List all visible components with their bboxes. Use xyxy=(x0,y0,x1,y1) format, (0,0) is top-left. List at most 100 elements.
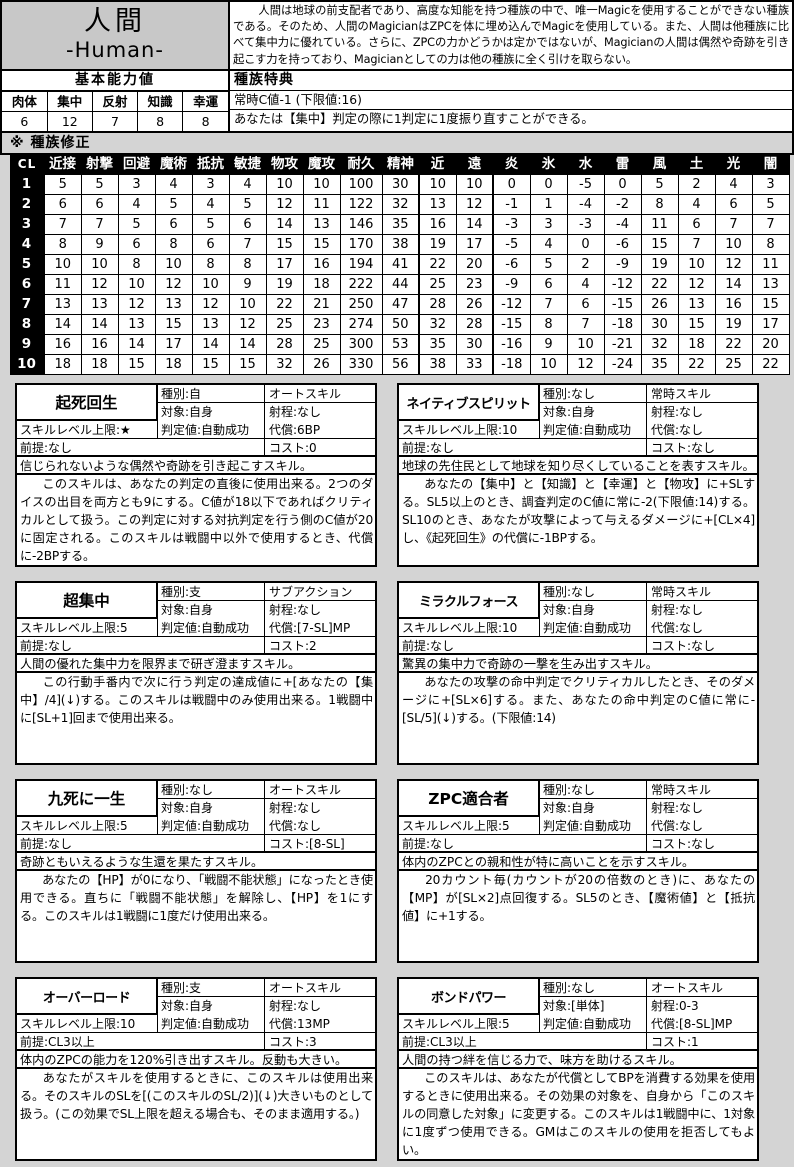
stats-value-cell: 222 xyxy=(339,274,383,296)
skill-header-row: 九死に一生 種別:なし オートスキル 対象:自身 射程:なし xyxy=(17,781,375,818)
stats-column-header: 回避 xyxy=(118,155,155,175)
skill-level-cap: スキルレベル上限:10 xyxy=(399,619,540,637)
stats-value-cell: 14 xyxy=(43,314,82,336)
stats-value-cell: 56 xyxy=(381,354,420,376)
skill-type-row: 種別:なし オートスキル xyxy=(158,781,375,800)
skill-level-row: スキルレベル上限:5 判定値:自動成功 代償:[7-SL]MP xyxy=(17,619,375,638)
stats-value-cell: 22 xyxy=(677,354,716,376)
stats-value-cell: 6 xyxy=(80,194,119,216)
stats-value-cell: 5 xyxy=(191,214,230,236)
stats-value-cell: 15 xyxy=(228,354,267,376)
stats-value-cell: -5 xyxy=(566,174,605,196)
skill-body-text: 20カウント毎(カウントが20の倍数のとき)に、あなたの【MP】が[SL×2]点… xyxy=(402,873,755,924)
stats-value-cell: 15 xyxy=(751,294,790,316)
stats-column-header: 氷 xyxy=(530,155,567,175)
skill-prerequisite: 前提:CL3以上 xyxy=(17,1033,265,1050)
race-name-japanese: 人間 xyxy=(84,6,146,37)
skill-level-cap: スキルレベル上限:★ xyxy=(17,421,158,439)
skill-name: 起死回生 xyxy=(17,385,158,422)
stats-value-cell: -3 xyxy=(566,214,605,236)
stats-value-cell: -18 xyxy=(492,354,531,376)
skill-target-row: 対象:自身 射程:なし xyxy=(158,403,375,422)
skill-prerequisite: 前提:なし xyxy=(399,439,647,456)
skill-card: ボンドパワー 種別:なし オートスキル 対象:[単体] 射程:0-3 スキルレベル上限:5… xyxy=(397,977,759,1162)
skill-target: 対象:自身 xyxy=(158,601,265,620)
skill-type: 種別:なし xyxy=(540,781,647,799)
skill-price: 代償:なし xyxy=(651,621,704,636)
skill-name: 超集中 xyxy=(17,583,158,620)
skill-range: 射程:なし xyxy=(651,801,704,816)
skill-target: 対象:[単体] xyxy=(540,997,647,1016)
stats-value-cell: 100 xyxy=(339,174,383,196)
skill-judge-value: 判定値:自動成功 xyxy=(540,421,647,439)
stats-cl-cell: 10 xyxy=(10,354,44,375)
stats-value-cell: 13 xyxy=(117,314,156,336)
skill-price: 代償:なし xyxy=(651,423,704,438)
stats-value-cell: 3 xyxy=(751,174,790,196)
skill-judge-value: 判定値:自動成功 xyxy=(158,1015,265,1033)
stats-value-cell: 30 xyxy=(640,314,679,336)
ability-name-cell: 集中 xyxy=(46,91,93,113)
skill-body: このスキルは、あなたの判定の直後に使用出来る。2つのダイスの出目を両方とも9にす… xyxy=(17,475,375,565)
skill-target-row: 対象:自身 射程:なし xyxy=(158,997,375,1016)
stats-value-cell: 10 xyxy=(43,254,82,276)
stats-column-header: 水 xyxy=(567,155,604,175)
stats-value-cell: 7 xyxy=(714,214,753,236)
stats-value-cell: 16 xyxy=(80,334,119,356)
skill-prereq-row: 前提:なし コスト:なし xyxy=(399,439,757,458)
stats-value-cell: 14 xyxy=(455,214,494,236)
stats-value-cell: 5 xyxy=(43,174,82,196)
stats-value-cell: 194 xyxy=(339,254,383,276)
ability-value-cell: 7 xyxy=(91,111,139,132)
stats-column-header: 光 xyxy=(715,155,752,175)
stats-value-cell: 17 xyxy=(455,234,494,256)
ability-name-cell: 反射 xyxy=(91,91,139,113)
stats-table-row: 1 5 5 3 4 3 4 10 10 100 30 10 10 0 0 -5 0 5 2 4 3 xyxy=(10,174,790,196)
skill-card: 超集中 種別:支 サブアクション 対象:自身 射程:なし スキルレベル上限:5 判定値:自動… xyxy=(15,581,377,766)
skill-flavor-text: 驚異の集中力で奇跡の一撃を生み出すスキル。 xyxy=(399,655,757,674)
skill-target: 対象:自身 xyxy=(158,799,265,818)
stats-table-head: CL 近接 射撃 回避 魔術 抵抗 敏捷 物攻 魔攻 耐久 精神近遠炎氷水雷風土光闇 xyxy=(10,155,789,175)
skill-type-row: 種別:支 サブアクション xyxy=(158,583,375,602)
stats-value-cell: 10 xyxy=(455,174,494,196)
stats-column-header: CL xyxy=(10,155,44,175)
stats-value-cell: 274 xyxy=(339,314,383,336)
skill-price: 代償:なし xyxy=(269,819,322,834)
skill-timing: 常時スキル xyxy=(651,387,712,402)
stats-value-cell: 15 xyxy=(640,234,679,256)
stats-value-cell: 35 xyxy=(381,214,420,236)
skill-type: 種別:なし xyxy=(540,979,647,997)
stats-value-cell: -6 xyxy=(603,234,642,256)
stats-value-cell: 8 xyxy=(191,254,230,276)
stats-value-cell: 122 xyxy=(339,194,383,216)
skill-body: あなたの攻撃の命中判定でクリティカルしたとき、そのダメージに+[SL×6]する。… xyxy=(399,673,757,763)
stats-value-cell: 0 xyxy=(566,234,605,256)
stats-value-cell: 10 xyxy=(265,174,304,196)
race-feature-line: あなたは【集中】判定の際に1判定に1度振り直すことができる。 xyxy=(234,112,594,127)
skill-target: 対象:自身 xyxy=(540,799,647,818)
skill-prereq-row: 前提:なし コスト:[8-SL] xyxy=(17,835,375,854)
stats-value-cell: 5 xyxy=(751,194,790,216)
stats-value-cell: 18 xyxy=(677,334,716,356)
stats-column-header: 雷 xyxy=(604,155,641,175)
ability-feature-block: 基本能力値 肉体 集中 反射 知識 幸運 6 12 7 8 8 種族特典 常時C… xyxy=(0,69,794,132)
stats-cl-cell: 6 xyxy=(10,274,44,295)
skill-target-row: 対象:自身 射程:なし xyxy=(540,799,757,818)
skill-body: あなたの【HP】が0になり、「戦闘不能状態」になったとき使用できる。直ちに「戦闘… xyxy=(17,871,375,961)
stats-column-header: 近 xyxy=(419,155,456,175)
skill-timing: オートスキル xyxy=(269,783,342,798)
skill-header-fields: 種別:自 オートスキル 対象:自身 射程:なし xyxy=(158,385,375,422)
skill-name: ZPC適合者 xyxy=(399,781,540,818)
stats-value-cell: 25 xyxy=(714,354,753,376)
stats-value-cell: 5 xyxy=(529,254,568,276)
stats-value-cell: 17 xyxy=(154,334,193,356)
stats-value-cell: -3 xyxy=(492,214,531,236)
stats-value-cell: 32 xyxy=(265,354,304,376)
skill-cost: コスト:なし xyxy=(651,639,716,654)
skill-body-text: このスキルは、あなたが代償としてBPを消費する効果を使用するときに使用出来る。そ… xyxy=(402,1071,755,1158)
stats-value-cell: 6 xyxy=(191,234,230,256)
stats-value-cell: 38 xyxy=(381,234,420,256)
skill-level-row: スキルレベル上限:★ 判定値:自動成功 代償:6BP xyxy=(17,421,375,440)
ability-name-cell: 幸運 xyxy=(182,91,228,113)
skill-price: 代償:[7-SL]MP xyxy=(269,621,351,636)
